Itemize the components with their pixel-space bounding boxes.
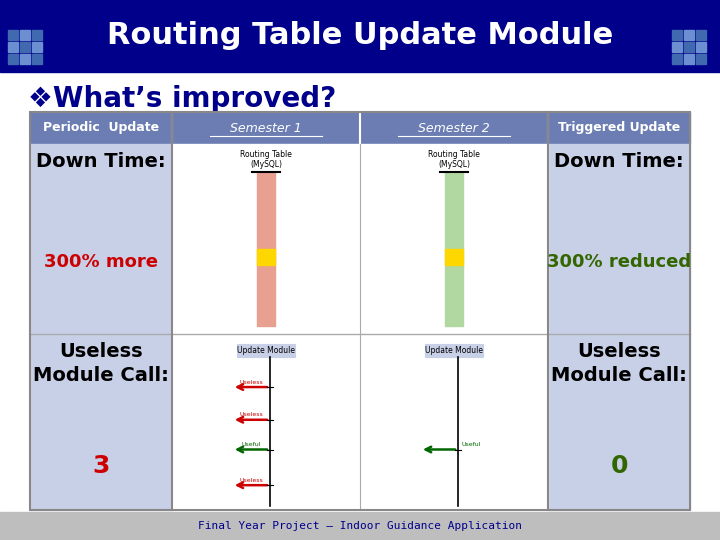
- Text: Routing Table
(MySQL): Routing Table (MySQL): [428, 150, 480, 169]
- Bar: [32, 54, 42, 64]
- Bar: [8, 54, 18, 64]
- Bar: [684, 30, 694, 40]
- Bar: [32, 42, 42, 52]
- Bar: [30, 144, 172, 334]
- Text: 300% more: 300% more: [44, 253, 158, 271]
- Text: Useless: Useless: [239, 380, 263, 384]
- Bar: [672, 42, 682, 52]
- Text: Down Time:: Down Time:: [554, 152, 684, 171]
- Bar: [0, 512, 720, 540]
- Text: Final Year Project — Indoor Guidance Application: Final Year Project — Indoor Guidance App…: [198, 521, 522, 531]
- Text: 300% reduced: 300% reduced: [547, 253, 691, 271]
- Bar: [257, 248, 275, 265]
- Bar: [20, 42, 30, 52]
- Bar: [548, 144, 690, 334]
- Bar: [672, 30, 682, 40]
- Bar: [684, 54, 694, 64]
- Text: Routing Table
(MySQL): Routing Table (MySQL): [240, 150, 292, 169]
- Text: Useless
Module Call:: Useless Module Call:: [551, 342, 687, 385]
- Bar: [8, 42, 18, 52]
- Bar: [172, 334, 548, 510]
- Bar: [696, 54, 706, 64]
- Bar: [257, 172, 275, 326]
- Bar: [696, 30, 706, 40]
- Bar: [445, 248, 463, 265]
- Text: 0: 0: [611, 454, 628, 478]
- Text: ❖What’s improved?: ❖What’s improved?: [28, 85, 336, 113]
- Bar: [30, 112, 690, 144]
- Text: Semester 1: Semester 1: [230, 122, 302, 134]
- Text: Useless
Module Call:: Useless Module Call:: [33, 342, 169, 385]
- Bar: [237, 345, 295, 357]
- Text: Down Time:: Down Time:: [36, 152, 166, 171]
- Text: Update Module: Update Module: [425, 346, 483, 355]
- Text: Useful: Useful: [461, 442, 480, 447]
- Text: Useless: Useless: [239, 412, 263, 417]
- Bar: [20, 54, 30, 64]
- Text: Useful: Useful: [241, 442, 261, 447]
- Text: Update Module: Update Module: [237, 346, 295, 355]
- Bar: [672, 54, 682, 64]
- Text: 3: 3: [92, 454, 109, 478]
- Bar: [684, 42, 694, 52]
- Bar: [30, 112, 690, 510]
- Bar: [172, 144, 548, 334]
- Bar: [445, 172, 463, 326]
- Text: Triggered Update: Triggered Update: [558, 122, 680, 134]
- Bar: [696, 42, 706, 52]
- Bar: [32, 30, 42, 40]
- Text: Periodic  Update: Periodic Update: [43, 122, 159, 134]
- Text: Routing Table Update Module: Routing Table Update Module: [107, 22, 613, 51]
- Bar: [8, 30, 18, 40]
- Text: Semester 2: Semester 2: [418, 122, 490, 134]
- Bar: [30, 334, 172, 510]
- Text: Useless: Useless: [239, 478, 263, 483]
- Bar: [0, 0, 720, 72]
- Bar: [548, 334, 690, 510]
- Bar: [20, 30, 30, 40]
- Bar: [425, 345, 483, 357]
